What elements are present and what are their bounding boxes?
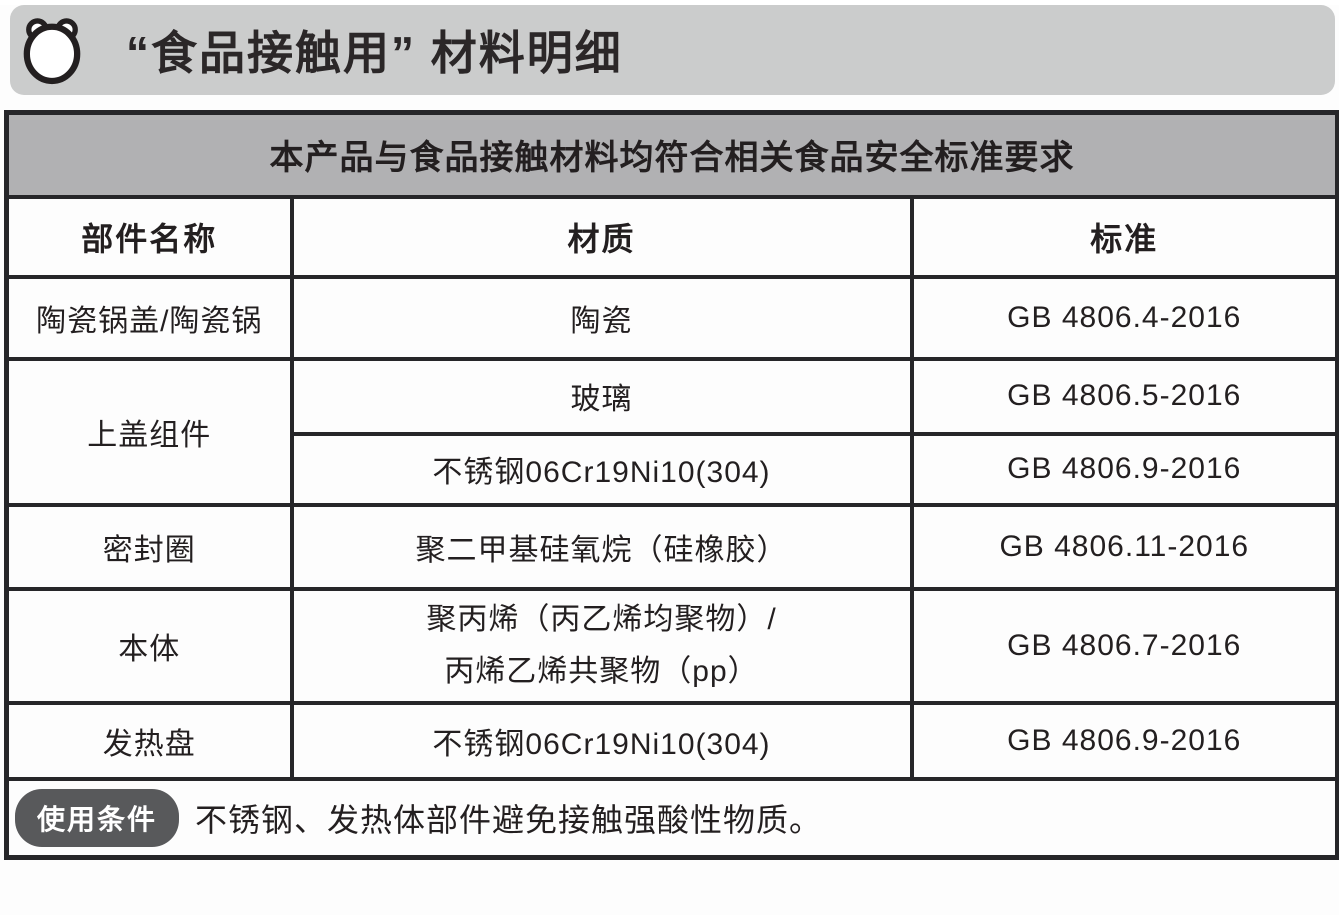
material-cell: 玻璃 — [289, 356, 914, 436]
materials-table: 本产品与食品接触材料均符合相关食品安全标准要求 部件名称 材质 标准 陶瓷锅盖/… — [4, 110, 1339, 860]
material-cell: 不锈钢06Cr19Ni10(304) — [289, 700, 914, 781]
material-line-1: 聚丙烯（丙乙烯均聚物）/ — [426, 602, 777, 636]
part-cell: 上盖组件 — [4, 356, 294, 507]
material-cell: 不锈钢06Cr19Ni10(304) — [289, 431, 914, 507]
table-row: 密封圈 聚二甲基硅氧烷（硅橡胶） GB 4806.11-2016 — [4, 502, 1339, 591]
table-row: 不锈钢06Cr19Ni10(304) GB 4806.9-2016 — [7, 431, 1339, 507]
manual-page: “食品接触用” 材料明细 本产品与食品接触材料均符合相关食品安全标准要求 部件名… — [0, 5, 1339, 915]
table-row: 发热盘 不锈钢06Cr19Ni10(304) GB 4806.9-2016 — [4, 700, 1339, 781]
column-header-material: 材质 — [289, 194, 914, 279]
column-header-part: 部件名称 — [4, 194, 294, 279]
usage-note-cell: 使用条件 不锈钢、发热体部件避免接触强酸性物质。 — [4, 776, 1339, 860]
page-header: “食品接触用” 材料明细 — [10, 5, 1335, 95]
table-caption: 本产品与食品接触材料均符合相关食品安全标准要求 — [4, 110, 1339, 199]
bear-icon — [22, 15, 82, 85]
standard-cell: GB 4806.5-2016 — [909, 356, 1339, 436]
standard-cell: GB 4806.7-2016 — [909, 586, 1339, 705]
usage-note: 使用条件 不锈钢、发热体部件避免接触强酸性物质。 — [9, 788, 1335, 847]
page-title: “食品接触用” 材料明细 — [126, 27, 623, 79]
usage-condition-badge: 使用条件 — [15, 788, 180, 847]
material-cell: 陶瓷 — [289, 274, 914, 361]
standard-cell: GB 4806.4-2016 — [909, 274, 1339, 361]
part-cell: 密封圈 — [4, 502, 294, 591]
table-caption-row: 本产品与食品接触材料均符合相关食品安全标准要求 — [4, 110, 1339, 199]
part-cell: 发热盘 — [4, 700, 294, 781]
usage-condition-text: 不锈钢、发热体部件避免接触强酸性物质。 — [195, 801, 823, 838]
table-header-row: 部件名称 材质 标准 — [4, 194, 1339, 279]
column-header-standard: 标准 — [909, 194, 1339, 279]
usage-note-row: 使用条件 不锈钢、发热体部件避免接触强酸性物质。 — [4, 776, 1339, 860]
standard-cell: GB 4806.9-2016 — [909, 700, 1339, 781]
material-cell: 聚二甲基硅氧烷（硅橡胶） — [289, 502, 914, 591]
table-row: 本体 聚丙烯（丙乙烯均聚物）/ 丙烯乙烯共聚物（pp） GB 4806.7-20… — [4, 586, 1339, 705]
table-row: 陶瓷锅盖/陶瓷锅 陶瓷 GB 4806.4-2016 — [4, 274, 1339, 361]
standard-cell: GB 4806.9-2016 — [909, 431, 1339, 507]
material-cell: 聚丙烯（丙乙烯均聚物）/ 丙烯乙烯共聚物（pp） — [289, 586, 914, 705]
standard-cell: GB 4806.11-2016 — [909, 502, 1339, 591]
material-line-2: 丙烯乙烯共聚物（pp） — [444, 654, 759, 688]
table-row: 上盖组件 玻璃 GB 4806.5-2016 — [4, 356, 1339, 507]
part-cell: 陶瓷锅盖/陶瓷锅 — [4, 274, 294, 361]
part-cell: 本体 — [4, 586, 294, 705]
